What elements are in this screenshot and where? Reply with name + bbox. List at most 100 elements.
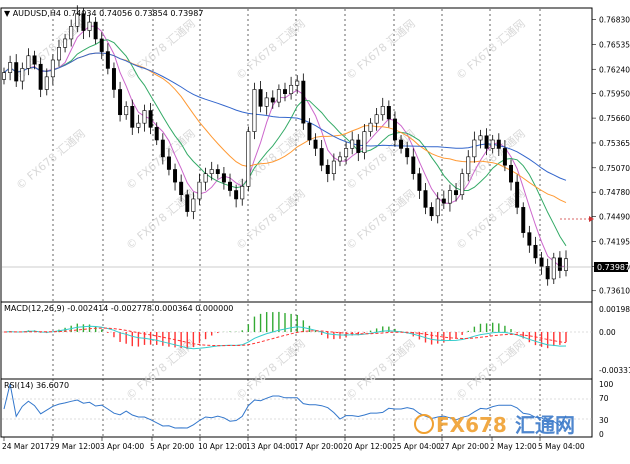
macd-tick-label: -0.00331 (599, 366, 630, 375)
candle-body (2, 72, 6, 80)
candle-body (509, 164, 514, 183)
candle-body (313, 139, 318, 149)
candle-body (26, 55, 31, 69)
candle-body (234, 190, 239, 200)
macd-line (3, 325, 567, 350)
candle-body (380, 106, 385, 116)
price-tick-label: 0.76240 (599, 65, 630, 74)
candle-body (557, 257, 562, 271)
candle-body (411, 156, 416, 174)
price-axis: 0.76830 0.76535 0.76240 0.75950 0.75660 0.753… (592, 16, 630, 296)
candle-body (44, 76, 49, 90)
candle-body (87, 21, 92, 31)
candle-body (32, 55, 37, 65)
candle-body (142, 110, 147, 124)
price-tick-label: 0.75070 (599, 164, 630, 173)
price-tick-label: 0.73610 (599, 287, 630, 296)
candle-body (160, 139, 165, 158)
macd-panel[interactable] (0, 301, 593, 380)
candle-body (50, 59, 55, 78)
candle-body (56, 47, 61, 61)
candle-body (301, 80, 306, 124)
price-tick-label: 0.76535 (599, 40, 630, 49)
rsi-line (3, 383, 567, 429)
candle-body (252, 89, 257, 132)
rsi-axis: 100 70 30 0 (599, 380, 614, 439)
candle-body (417, 173, 422, 191)
candle-body (75, 13, 80, 27)
candle-body (331, 160, 336, 174)
candle-body (319, 148, 324, 166)
candle-body (386, 106, 391, 120)
candle-body (368, 122, 373, 132)
candle-body (539, 257, 544, 267)
rsi-tick-label: 30 (599, 416, 609, 425)
candle-body (337, 156, 342, 162)
candle-body (307, 122, 312, 141)
time-tick-label: 29 Mar 12:00 (50, 442, 100, 451)
rsi-tick-label: 100 (599, 380, 614, 389)
collapse-triangle-icon: ▼ (4, 9, 13, 18)
candle-body (325, 164, 330, 174)
main-price-panel[interactable] (0, 7, 593, 303)
candle-body (8, 62, 13, 73)
rsi-panel[interactable] (0, 378, 593, 438)
candle-body (564, 258, 568, 271)
ma-mid-line (3, 39, 567, 247)
time-tick-label: 27 Apr 20:00 (440, 442, 489, 451)
candle-body (228, 181, 233, 191)
rsi-tick-label: 0 (599, 430, 604, 439)
candle-body (93, 21, 98, 40)
price-tick-label: 0.74780 (599, 188, 630, 197)
candle-body (533, 244, 538, 259)
chart-shift-arrow-icon[interactable] (589, 216, 594, 222)
time-axis: 24 Mar 2017 29 Mar 12:00 3 Apr 04:00 5 Apr … (2, 437, 585, 451)
candle-body (405, 148, 410, 158)
time-tick-label: 2 May 12:00 (490, 442, 537, 451)
current-price-label-bg (594, 262, 628, 272)
candle-body (527, 232, 532, 246)
ma-long-line (3, 52, 567, 181)
price-tick-label: 0.75660 (599, 114, 630, 123)
rsi-indicator (2, 383, 592, 429)
time-tick-label: 5 May 04:00 (538, 442, 585, 451)
chart-header: ▼ AUDUSD,H4 0.74034 0.74056 0.73854 0.73… (4, 9, 203, 18)
candle-body (185, 194, 190, 212)
brand-logo-cjk: 汇通网 (515, 413, 575, 437)
price-tick-label: 0.75365 (599, 139, 630, 148)
time-tick-label: 25 Apr 04:00 (392, 442, 441, 451)
macd-header: MACD(12,26,9) -0.002414 -0.002778 0.0003… (4, 304, 233, 313)
candle-body (276, 89, 281, 103)
candle-body (295, 80, 300, 86)
candle-body (472, 139, 477, 158)
candle-body (429, 207, 434, 217)
candle-body (350, 139, 355, 149)
candle-body (454, 190, 459, 196)
brand-globe-icon (414, 414, 434, 434)
candle-body (447, 190, 452, 204)
candle-body (521, 207, 526, 233)
candle-body (14, 62, 19, 82)
candle-body (136, 122, 141, 128)
candle-body (99, 38, 104, 52)
candle-body (221, 173, 226, 183)
candle-body (392, 118, 397, 141)
candle-body (124, 106, 129, 116)
candle-body (63, 38, 68, 48)
macd-axis: 0.001982 0.00 -0.00331 (599, 305, 630, 375)
candle-body (246, 131, 251, 187)
candle-body (289, 84, 294, 94)
candle-body (69, 26, 74, 40)
candle-body (490, 139, 495, 149)
candle-body (551, 257, 556, 280)
price-tick-label: 0.75950 (599, 90, 630, 99)
brand-logo-latin: FX678 (436, 413, 507, 437)
macd-tick-label: 0.00 (599, 328, 616, 337)
rsi-tick-label: 70 (599, 394, 609, 403)
time-tick-label: 10 Apr 12:00 (198, 442, 247, 451)
candle-body (166, 156, 171, 170)
candle-body (515, 181, 520, 208)
candle-body (173, 169, 178, 183)
